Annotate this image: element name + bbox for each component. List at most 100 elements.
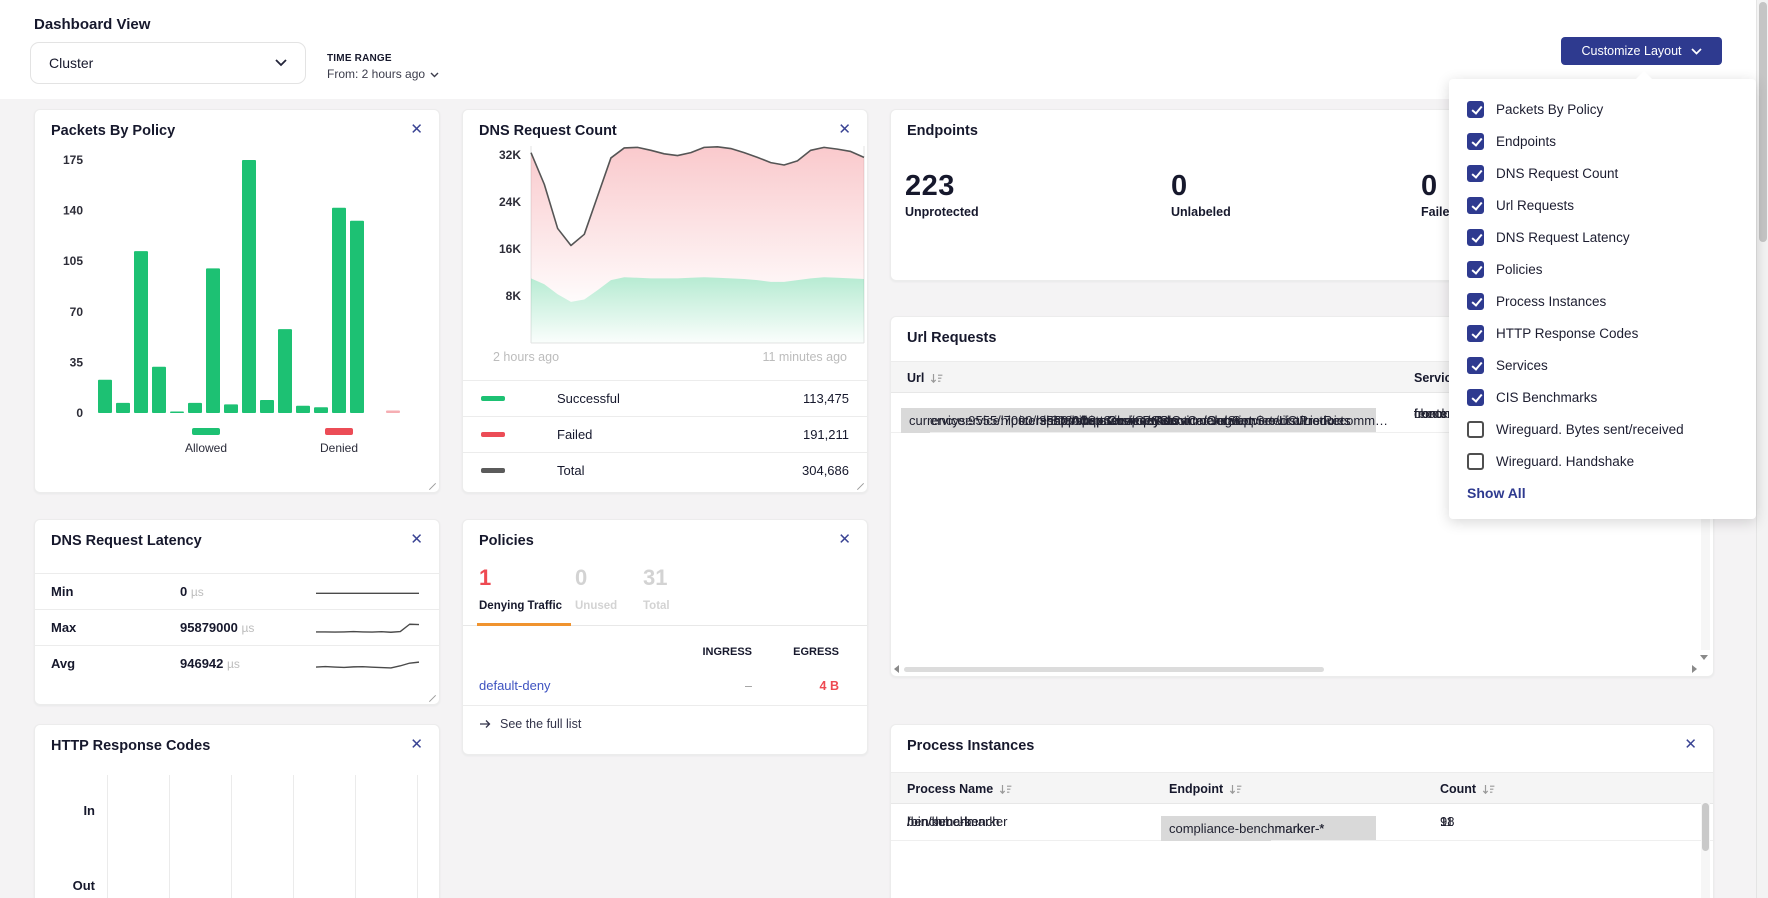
dns-request-count-card: DNS Request Count ✕ 8K16K24K32K 2 hours … (462, 109, 868, 493)
checkbox[interactable] (1467, 261, 1484, 278)
checkbox[interactable] (1467, 133, 1484, 150)
svg-text:16K: 16K (499, 242, 521, 256)
column-header-egress: EGRESS (793, 646, 839, 658)
svg-text:8K: 8K (506, 289, 522, 303)
menu-item-endpoints[interactable]: Endpoints (1467, 125, 1756, 157)
latency-rows: Min 0 µs Max 95879000 µs Avg 946942 µs (35, 573, 439, 681)
menu-item-wireguard-handshake[interactable]: Wireguard. Handshake (1467, 445, 1756, 477)
column-header-count[interactable]: Count (1440, 773, 1495, 805)
menu-item-dns-request-count[interactable]: DNS Request Count (1467, 157, 1756, 189)
card-title: Url Requests (907, 330, 996, 346)
latency-row-min: Min 0 µs (35, 573, 439, 609)
http-response-codes-card: HTTP Response Codes ✕ In Out (34, 724, 440, 898)
scroll-left-arrow[interactable] (894, 665, 899, 673)
successful-swatch (481, 396, 505, 401)
latency-row-avg: Avg 946942 µs (35, 645, 439, 681)
checkbox[interactable] (1467, 325, 1484, 342)
checkbox[interactable] (1467, 453, 1484, 470)
resize-handle[interactable] (429, 695, 436, 702)
chevron-down-icon (1691, 44, 1702, 58)
total-swatch (481, 468, 505, 473)
show-all-link[interactable]: Show All (1467, 485, 1756, 501)
menu-item-policies[interactable]: Policies (1467, 253, 1756, 285)
row-label-out: Out (51, 878, 95, 893)
legend-row-total: Total 304,686 (463, 452, 867, 488)
packets-by-policy-card: Packets By Policy ✕ 03570105140175 Allow… (34, 109, 440, 493)
avg-sparkline (316, 653, 421, 675)
menu-item-services[interactable]: Services (1467, 349, 1756, 381)
close-icon[interactable]: ✕ (410, 736, 423, 754)
checkbox[interactable] (1467, 357, 1484, 374)
close-icon[interactable]: ✕ (410, 531, 423, 549)
resize-handle[interactable] (429, 483, 436, 490)
card-title: DNS Request Latency (51, 533, 202, 549)
scrollbar-thumb[interactable] (1702, 803, 1709, 851)
customize-layout-menu: Packets By Policy Endpoints DNS Request … (1449, 79, 1756, 519)
packets-bar-chart: 03570105140175 (35, 146, 440, 458)
svg-text:0: 0 (76, 406, 83, 420)
chevron-down-icon (430, 67, 439, 81)
row-label-in: In (51, 803, 95, 818)
card-title: Packets By Policy (51, 123, 175, 139)
menu-item-wireguard-bytes[interactable]: Wireguard. Bytes sent/received (1467, 413, 1756, 445)
see-full-list-link[interactable]: See the full list (479, 717, 581, 731)
svg-text:70: 70 (70, 305, 84, 319)
svg-text:105: 105 (63, 254, 83, 268)
menu-item-url-requests[interactable]: Url Requests (1467, 189, 1756, 221)
latency-row-max: Max 95879000 µs (35, 609, 439, 645)
policy-row[interactable]: default-deny – 4 B (463, 668, 867, 706)
close-icon[interactable]: ✕ (838, 531, 851, 549)
scrollbar-thumb[interactable] (904, 667, 1324, 672)
close-icon[interactable]: ✕ (410, 121, 423, 139)
svg-text:24K: 24K (499, 195, 521, 209)
scrollbar-thumb[interactable] (1759, 2, 1767, 242)
sort-icon (930, 373, 943, 384)
checkbox[interactable] (1467, 421, 1484, 438)
svg-text:175: 175 (63, 153, 83, 167)
max-sparkline (316, 617, 421, 639)
time-range-value[interactable]: From: 2 hours ago (327, 67, 439, 81)
tab-denying-traffic[interactable]: 1 Denying Traffic (479, 565, 562, 612)
ingress-value: – (745, 679, 752, 693)
checkbox[interactable] (1467, 165, 1484, 182)
close-icon[interactable]: ✕ (1684, 736, 1697, 754)
menu-item-cis-benchmarks[interactable]: CIS Benchmarks (1467, 381, 1756, 413)
menu-item-dns-request-latency[interactable]: DNS Request Latency (1467, 221, 1756, 253)
checkbox[interactable] (1467, 229, 1484, 246)
active-tab-underline (477, 623, 571, 626)
menu-item-process-instances[interactable]: Process Instances (1467, 285, 1756, 317)
dashboard-app: Dashboard View Cluster TIME RANGE From: … (0, 0, 1768, 898)
menu-item-packets-by-policy[interactable]: Packets By Policy (1467, 93, 1756, 125)
column-header-url[interactable]: Url (907, 362, 943, 394)
card-title: HTTP Response Codes (51, 738, 210, 754)
checkbox[interactable] (1467, 293, 1484, 310)
policy-link[interactable]: default-deny (479, 678, 551, 693)
url-cell: currencyservice:7000/hipstershop.Currenc… (901, 413, 1252, 428)
customize-layout-button[interactable]: Customize Layout (1561, 37, 1722, 65)
horizontal-scrollbar[interactable] (894, 664, 1697, 674)
table-row[interactable]: benchmarker compliance-benchmarker-* 9 (891, 802, 1713, 841)
page-scrollbar[interactable] (1756, 0, 1768, 898)
card-title: Process Instances (907, 738, 1034, 754)
view-selector[interactable]: Cluster (30, 42, 306, 84)
scroll-down-arrow[interactable] (1700, 655, 1708, 660)
menu-item-http-response-codes[interactable]: HTTP Response Codes (1467, 317, 1756, 349)
time-range-label: TIME RANGE (327, 53, 439, 64)
process-instances-card: Process Instances ✕ Process Name Endpoin… (890, 724, 1714, 898)
legend-row-failed: Failed 191,211 (463, 416, 867, 452)
denied-swatch (325, 428, 353, 435)
column-header-endpoint[interactable]: Endpoint (1169, 773, 1242, 805)
chevron-down-icon (275, 54, 287, 72)
svg-text:35: 35 (70, 355, 84, 369)
scroll-right-arrow[interactable] (1692, 665, 1697, 673)
sort-icon (999, 784, 1012, 795)
checkbox[interactable] (1467, 197, 1484, 214)
tab-total[interactable]: 31 Total (643, 565, 670, 612)
vertical-scrollbar[interactable] (1701, 803, 1710, 898)
checkbox[interactable] (1467, 389, 1484, 406)
tab-unused[interactable]: 0 Unused (575, 565, 617, 612)
stat-unprotected: 223 Unprotected (905, 170, 979, 219)
allowed-swatch (192, 428, 220, 435)
checkbox[interactable] (1467, 101, 1484, 118)
column-header-process-name[interactable]: Process Name (907, 773, 1012, 805)
